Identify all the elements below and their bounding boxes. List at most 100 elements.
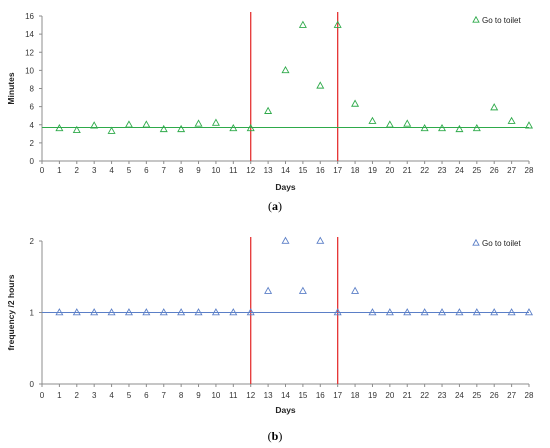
data-point <box>72 125 81 133</box>
data-point <box>351 99 360 107</box>
figure-caption: (b) <box>268 429 283 443</box>
x-tick-label: 0 <box>40 166 45 175</box>
data-point <box>107 308 116 316</box>
x-tick-label: 16 <box>316 391 325 400</box>
y-tick-label: 8 <box>30 85 35 94</box>
legend-label: Go to toilet <box>482 239 521 248</box>
x-tick-label: 7 <box>162 391 167 400</box>
data-point <box>368 308 377 316</box>
data-point <box>524 308 534 316</box>
x-tick-label: 10 <box>211 166 220 175</box>
x-axis-title: Days <box>275 405 296 415</box>
x-tick-label: 11 <box>229 166 238 175</box>
data-point <box>507 116 516 124</box>
data-point <box>90 121 99 129</box>
data-point <box>264 286 273 294</box>
data-point <box>142 308 151 316</box>
caption-close: ) <box>278 199 282 213</box>
data-point <box>246 308 255 316</box>
x-tick-label: 26 <box>490 166 499 175</box>
data-point <box>455 308 464 316</box>
data-point <box>194 308 203 316</box>
x-tick-label: 3 <box>92 166 97 175</box>
data-point <box>211 308 220 316</box>
data-point <box>403 119 412 127</box>
caption-close: ) <box>278 429 282 443</box>
data-point <box>420 308 429 316</box>
data-point <box>524 121 534 129</box>
x-tick-label: 6 <box>144 166 149 175</box>
x-axis-title: Days <box>275 182 296 192</box>
y-tick-label: 10 <box>25 66 34 75</box>
x-tick-label: 27 <box>507 391 516 400</box>
data-point <box>298 20 307 28</box>
x-tick-label: 19 <box>368 166 377 175</box>
caption-letter: a <box>272 199 278 213</box>
y-tick-label: 12 <box>25 48 34 57</box>
y-tick-label: 1 <box>30 309 35 318</box>
x-tick-label: 6 <box>144 391 149 400</box>
data-point <box>177 124 186 133</box>
data-point <box>298 286 307 294</box>
x-tick-label: 0 <box>40 391 45 400</box>
x-tick-label: 25 <box>472 166 481 175</box>
data-point <box>455 124 464 133</box>
x-tick-label: 1 <box>57 166 62 175</box>
data-point <box>420 123 429 132</box>
data-point <box>55 308 64 316</box>
data-point <box>211 118 220 126</box>
data-point <box>368 116 377 124</box>
data-point <box>472 123 481 132</box>
x-tick-label: 2 <box>75 166 80 175</box>
data-point <box>177 308 186 316</box>
x-tick-label: 26 <box>490 391 499 400</box>
legend-label: Go to toilet <box>482 16 521 25</box>
data-point <box>159 124 168 133</box>
data-point <box>438 123 447 132</box>
data-point <box>124 120 133 128</box>
data-point <box>281 65 290 74</box>
y-tick-label: 0 <box>30 380 35 389</box>
data-point <box>351 286 360 294</box>
x-tick-label: 1 <box>57 391 62 400</box>
data-point <box>90 308 99 316</box>
data-point <box>333 308 342 316</box>
legend-marker <box>472 15 480 23</box>
data-point <box>194 119 203 127</box>
x-tick-label: 9 <box>196 391 201 400</box>
x-tick-label: 27 <box>507 166 516 175</box>
data-point <box>403 308 412 316</box>
x-tick-label: 21 <box>403 391 412 400</box>
x-tick-label: 20 <box>385 391 394 400</box>
y-tick-label: 4 <box>30 121 35 130</box>
x-tick-label: 20 <box>385 166 394 175</box>
x-tick-label: 22 <box>420 391 429 400</box>
x-tick-label: 14 <box>281 391 290 400</box>
data-point <box>55 123 64 132</box>
x-tick-label: 15 <box>298 166 307 175</box>
x-tick-label: 17 <box>333 391 342 400</box>
x-tick-label: 23 <box>438 391 447 400</box>
x-tick-label: 5 <box>127 166 132 175</box>
legend-marker <box>472 238 480 246</box>
x-tick-label: 28 <box>525 166 534 175</box>
x-tick-label: 5 <box>127 391 132 400</box>
data-point <box>385 120 394 128</box>
caption-letter: b <box>272 429 279 443</box>
x-tick-label: 14 <box>281 166 290 175</box>
x-tick-label: 16 <box>316 166 325 175</box>
data-point <box>333 20 342 28</box>
x-tick-label: 4 <box>109 391 114 400</box>
x-tick-label: 8 <box>179 166 184 175</box>
x-tick-label: 25 <box>472 391 481 400</box>
data-point <box>316 236 325 244</box>
x-tick-label: 13 <box>264 166 273 175</box>
x-tick-label: 28 <box>525 391 534 400</box>
y-tick-label: 14 <box>25 30 34 39</box>
data-point <box>159 308 168 316</box>
x-tick-label: 19 <box>368 391 377 400</box>
x-tick-label: 12 <box>246 391 255 400</box>
data-point <box>142 120 151 128</box>
data-point <box>490 103 499 111</box>
